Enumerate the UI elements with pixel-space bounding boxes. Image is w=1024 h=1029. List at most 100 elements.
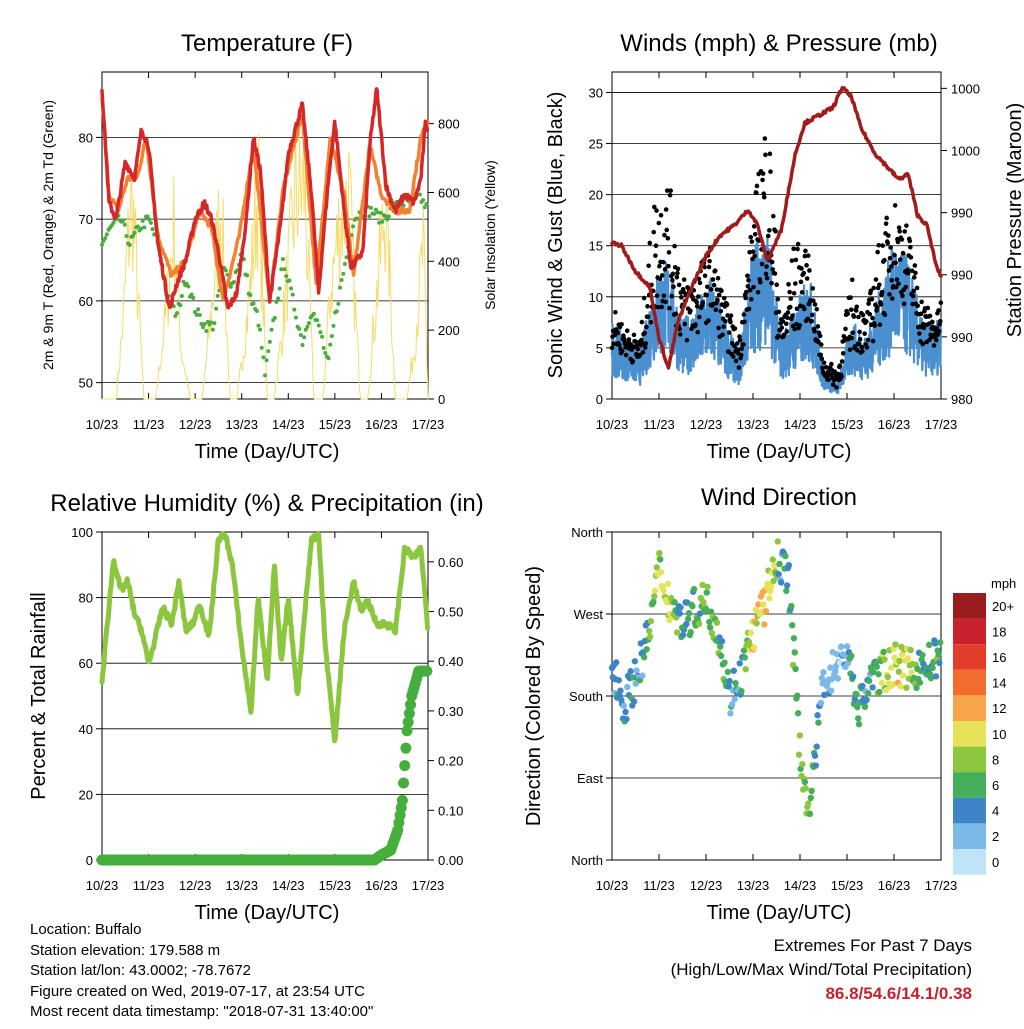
winds-plot-frame xyxy=(611,71,942,400)
winds-y2label: Station Pressure (Maroon) xyxy=(1004,103,1024,338)
speed-legend-swatch xyxy=(953,695,986,721)
temp-y2tick-label: 800 xyxy=(438,117,460,132)
temp-y2tick-label: 200 xyxy=(438,323,460,338)
wind-direction-point xyxy=(863,696,870,704)
dewpoint-point xyxy=(197,312,202,317)
gust-point xyxy=(785,315,790,321)
gust-point xyxy=(672,243,677,249)
gust-point xyxy=(663,299,668,305)
wind-direction-point xyxy=(769,556,776,563)
gust-point xyxy=(877,282,882,288)
temp-xtick-label: 13/23 xyxy=(225,417,258,432)
gust-point xyxy=(730,354,736,359)
wind-direction-point xyxy=(838,643,845,650)
dewpoint-point xyxy=(321,345,326,350)
gust-point xyxy=(708,287,714,292)
gust-point xyxy=(737,334,742,339)
gust-point xyxy=(764,264,769,269)
dewpoint-point xyxy=(210,327,215,332)
gust-point xyxy=(728,313,734,318)
gust-point xyxy=(804,263,809,268)
gust-point xyxy=(854,304,860,310)
gust-point xyxy=(896,225,902,230)
gust-point xyxy=(921,321,926,327)
wind-direction-point xyxy=(799,760,806,768)
rh-xtick-label: 14/23 xyxy=(272,878,305,893)
wind-direction-point xyxy=(908,669,915,676)
dewpoint-point xyxy=(264,358,269,363)
gust-point xyxy=(904,223,909,228)
gust-point xyxy=(928,335,934,340)
gust-point xyxy=(653,253,658,258)
wind-direction-point xyxy=(805,800,812,807)
gust-point xyxy=(664,227,670,233)
wind-direction-point xyxy=(706,624,714,631)
gust-point xyxy=(812,302,818,307)
wind-direction-point xyxy=(622,708,629,716)
wind-direction-point xyxy=(801,778,809,786)
gust-point xyxy=(907,238,913,244)
dewpoint-point xyxy=(189,292,194,297)
gust-point xyxy=(771,213,776,219)
wind-direction-point xyxy=(778,579,785,586)
rh-ytick-label: 100 xyxy=(71,525,93,540)
temp-y2tick-label: 600 xyxy=(438,185,460,200)
dewpoint-point xyxy=(375,210,380,215)
gust-point xyxy=(721,295,727,301)
gust-point xyxy=(897,229,902,234)
gust-point xyxy=(733,358,739,364)
gust-point xyxy=(697,280,703,286)
speed-legend-label: 18 xyxy=(992,624,1006,639)
gust-point xyxy=(819,356,825,362)
gust-point xyxy=(615,330,620,336)
rh-xtick-label: 13/23 xyxy=(225,878,258,893)
gust-point xyxy=(886,268,892,273)
dewpoint-point xyxy=(287,278,292,283)
wind-direction-point xyxy=(632,680,639,687)
dewpoint-point xyxy=(372,211,377,216)
temp-xtick-label: 11/23 xyxy=(133,417,165,432)
extremes-heading: Extremes For Past 7 Days xyxy=(773,936,972,955)
station-elevation: Station elevation: 179.588 m xyxy=(30,941,221,959)
dewpoint-point xyxy=(367,214,372,219)
dewpoint-point xyxy=(173,314,178,319)
wind-direction-point xyxy=(916,679,924,686)
gust-point xyxy=(893,284,899,290)
gust-point xyxy=(749,296,754,302)
gust-point xyxy=(739,346,745,352)
dewpoint-point xyxy=(202,321,207,326)
dewpoint-point xyxy=(280,257,285,262)
gust-point xyxy=(848,295,853,300)
temp-xtick-label: 17/23 xyxy=(412,417,445,432)
dewpoint-point xyxy=(256,323,261,328)
dewpoint-point xyxy=(422,205,427,210)
gust-point xyxy=(768,169,773,174)
gust-point xyxy=(874,305,880,310)
wind-direction-point xyxy=(861,703,869,711)
gust-point xyxy=(751,224,757,229)
dewpoint-point xyxy=(323,351,328,356)
wdir-ytick-label: South xyxy=(569,689,603,704)
gust-point xyxy=(889,278,895,283)
gust-point xyxy=(847,347,853,352)
gust-point xyxy=(791,246,796,252)
winds-ylabel: Sonic Wind & Gust (Blue, Black) xyxy=(545,92,567,379)
gust-point xyxy=(748,234,754,240)
gust-point xyxy=(654,293,660,298)
wind-direction-point xyxy=(646,627,653,635)
wind-direction-point xyxy=(736,660,743,667)
wind-direction-point xyxy=(717,643,724,650)
gust-point xyxy=(641,295,647,301)
gust-point xyxy=(894,277,900,282)
gust-point xyxy=(671,284,676,290)
wind-direction-point xyxy=(936,659,943,667)
gust-point xyxy=(851,314,857,319)
gust-point xyxy=(724,302,730,307)
wind-direction-point xyxy=(785,561,793,569)
winds-xtick-label: 11/23 xyxy=(643,417,675,432)
wdir-xlabel: Time (Day/UTC) xyxy=(707,902,852,924)
dewpoint-point xyxy=(201,325,206,330)
wind-direction-point xyxy=(880,648,887,656)
dewpoint-point xyxy=(191,295,196,300)
wind-direction-point xyxy=(677,604,684,611)
